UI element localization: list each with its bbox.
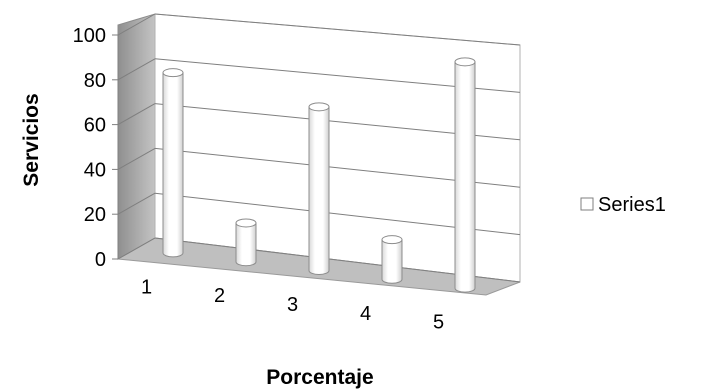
bar-top xyxy=(381,235,403,245)
legend-label: Series1 xyxy=(598,194,666,216)
gridline xyxy=(154,13,521,46)
legend: Series1 xyxy=(580,194,666,216)
bar-body xyxy=(381,239,403,284)
y-axis-title: Servicios xyxy=(20,93,43,186)
x-tick-label: 5 xyxy=(433,312,444,334)
bar xyxy=(308,102,330,275)
side-wall xyxy=(117,13,156,260)
wall-gridline xyxy=(117,237,156,260)
y-axis: 0 20 40 60 80 100 xyxy=(73,25,119,271)
wall-gridline xyxy=(117,103,156,126)
wall-gridline xyxy=(117,13,156,36)
x-axis-title: Porcentaje xyxy=(266,366,373,389)
bar xyxy=(454,57,476,293)
x-tick-label: 4 xyxy=(360,303,371,325)
y-tick-label: 60 xyxy=(84,115,106,137)
bar-body xyxy=(162,72,184,258)
bar-top xyxy=(162,68,184,78)
bar-body xyxy=(308,106,330,275)
y-tick-label: 40 xyxy=(84,159,106,181)
y-tick-label: 80 xyxy=(84,70,106,92)
bar-top xyxy=(454,57,476,67)
y-tick-label: 0 xyxy=(95,249,106,271)
wall-gridline xyxy=(117,58,156,81)
y-tick-label: 20 xyxy=(84,204,106,226)
wall-gridline xyxy=(117,192,156,215)
bar-top xyxy=(235,218,257,228)
wall-gridline xyxy=(117,147,156,170)
bar-body xyxy=(454,61,476,293)
bar xyxy=(162,68,184,258)
bar-top xyxy=(308,102,330,112)
bar-body xyxy=(235,222,257,267)
x-tick-label: 2 xyxy=(214,285,225,307)
bar xyxy=(381,235,403,284)
legend-swatch xyxy=(580,197,594,211)
bars xyxy=(162,57,476,293)
x-tick-label: 3 xyxy=(287,294,298,316)
y-tick-label: 100 xyxy=(73,25,106,47)
x-axis: 1 2 3 4 5 xyxy=(141,276,444,333)
x-tick-label: 1 xyxy=(141,276,152,298)
bar xyxy=(235,218,257,267)
